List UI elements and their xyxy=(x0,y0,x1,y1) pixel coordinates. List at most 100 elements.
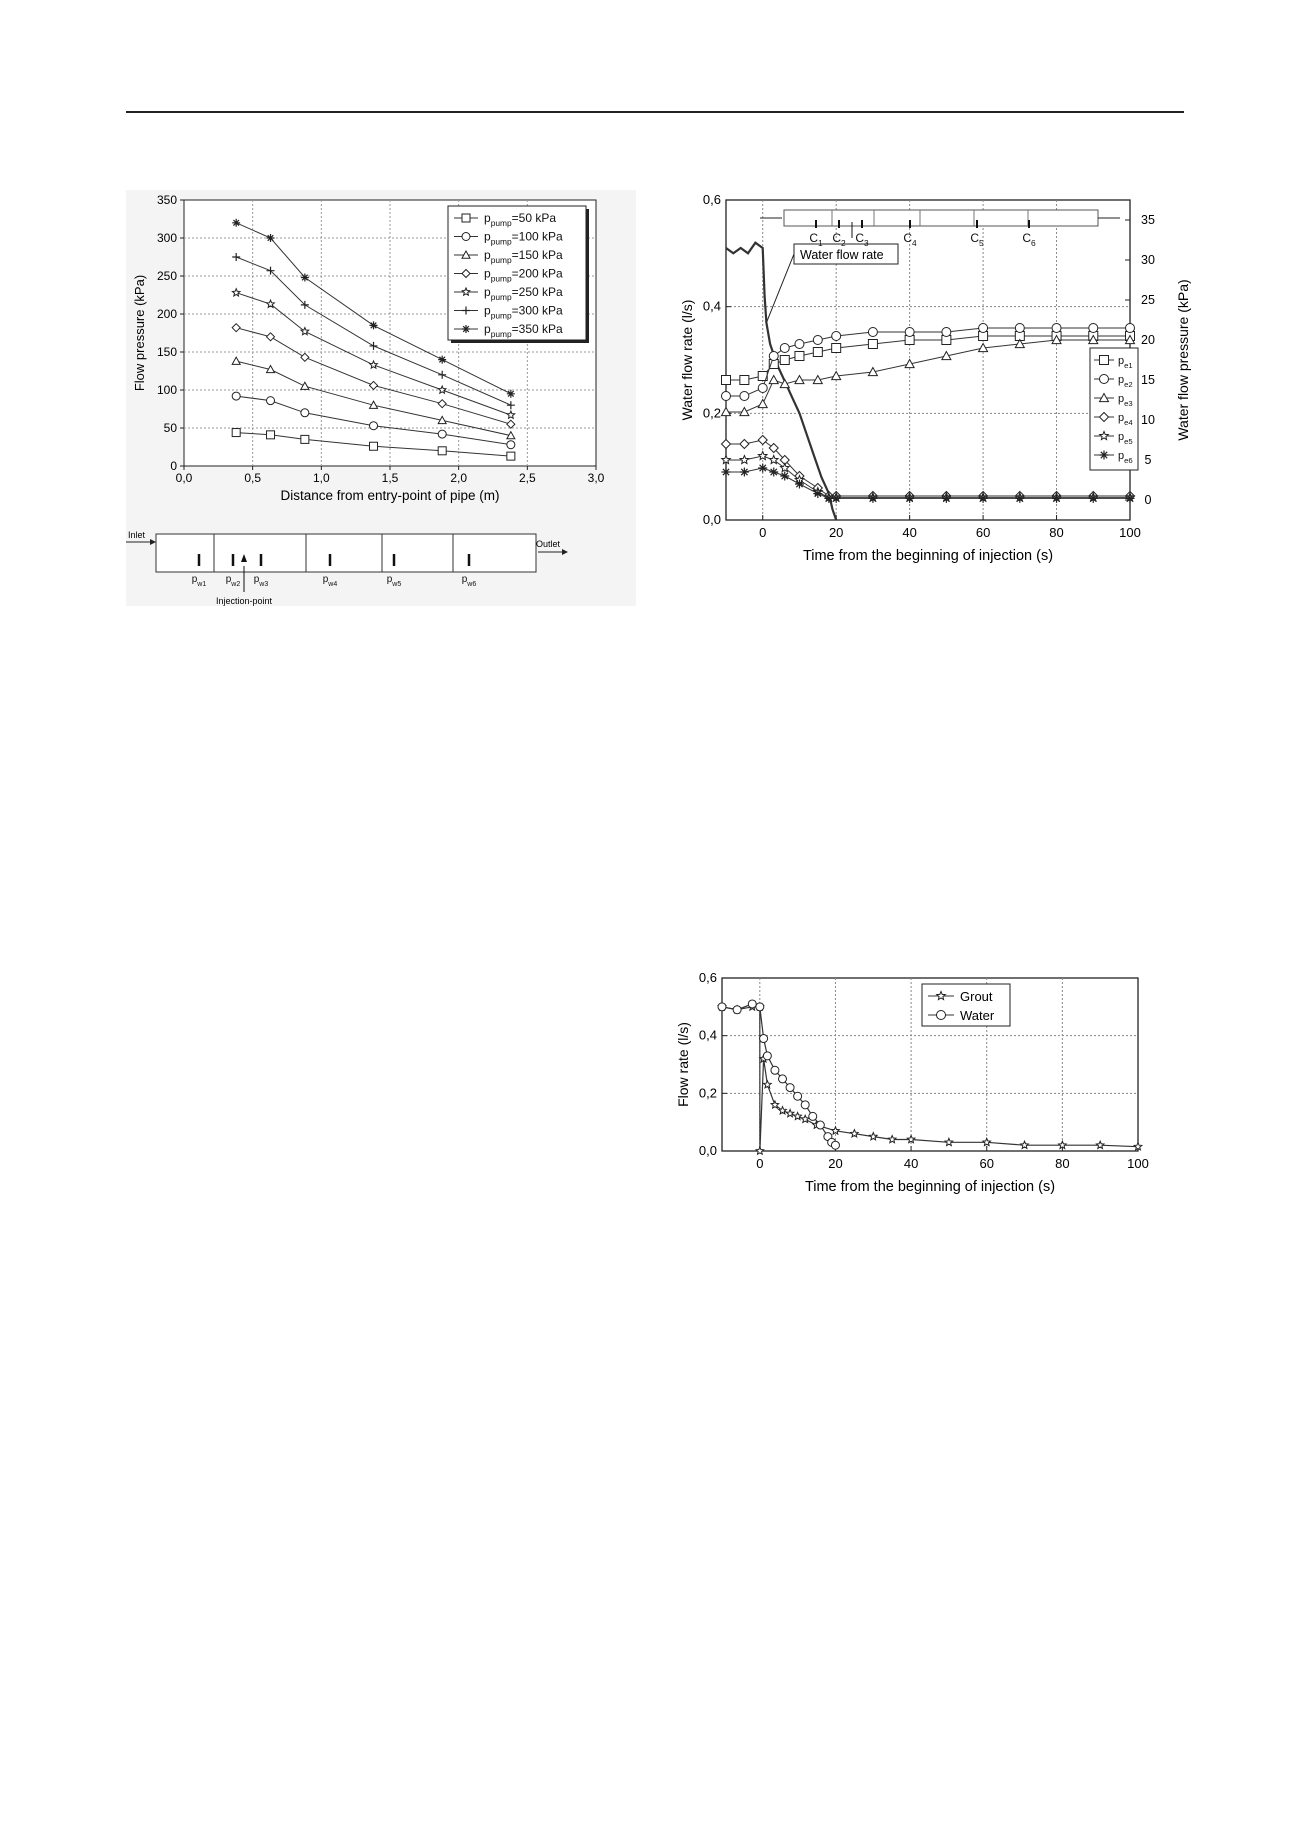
legend-label-5-main: p xyxy=(1118,450,1124,462)
data-point xyxy=(941,493,951,503)
injection-label: Injection-point xyxy=(216,596,273,606)
data-point xyxy=(721,467,731,477)
y-tick-label: 300 xyxy=(157,231,177,245)
legend-marker xyxy=(1098,430,1110,441)
data-point xyxy=(231,356,242,365)
outlet-label: Outlet xyxy=(536,539,561,549)
data-point xyxy=(231,322,241,333)
data-point xyxy=(739,406,750,417)
data-point xyxy=(824,493,834,503)
legend-label-1: pe2 xyxy=(1118,374,1133,389)
legend-label-0: ppump=50 kPa xyxy=(484,211,556,228)
data-point xyxy=(831,493,841,503)
chart-panel-1: 0,0 0,5 1,0 1,5 2,0 2,5 3,0 0 50 100 150 200 250 300 3… xyxy=(126,190,636,606)
x-tick-label: 80 xyxy=(1049,525,1063,540)
data-point xyxy=(506,401,515,410)
data-point xyxy=(755,1002,765,1012)
data-point xyxy=(762,1051,772,1061)
legend-marker xyxy=(461,213,471,223)
x-axis-label: Distance from entry-point of pipe (m) xyxy=(280,488,499,503)
legend-label-2-sub: pump xyxy=(491,255,512,265)
data-point xyxy=(506,419,516,429)
series-line-0 xyxy=(236,432,511,457)
sensor-label-5: pw6 xyxy=(462,574,477,588)
data-point xyxy=(1019,1139,1030,1150)
data-point xyxy=(1015,493,1025,503)
legend-label-2: ppump=150 kPa xyxy=(484,248,563,265)
data-point xyxy=(849,1128,860,1138)
legend-marker xyxy=(461,249,471,259)
data-point xyxy=(769,467,779,477)
segment-label-2-main: C xyxy=(855,231,864,245)
legend-label-5: ppump=300 kPa xyxy=(484,304,563,321)
data-point xyxy=(762,1079,773,1089)
y-tick-label: 100 xyxy=(157,383,177,397)
sensor-label-2: pw3 xyxy=(254,574,269,588)
data-point xyxy=(437,446,447,456)
data-point xyxy=(231,428,241,438)
chart-pressure-distance: 0,0 0,5 1,0 1,5 2,0 2,5 3,0 0 50 100 150 200 250 300 3… xyxy=(126,193,605,606)
data-point xyxy=(868,1131,879,1141)
legend-marker xyxy=(461,286,471,297)
y-tick-label: 0 xyxy=(170,459,177,473)
data-point xyxy=(266,266,275,275)
data-point xyxy=(739,391,750,401)
y-axis-label: Water flow rate (l/s) xyxy=(679,300,695,421)
chart-panel-3: 0 20 40 60 80 100 0,0 0,2 0,4 0,6 Time from the be… xyxy=(672,970,1196,1202)
data-point xyxy=(300,408,310,418)
sensor-label-2-main: p xyxy=(254,574,260,585)
legend-label-1-main: p xyxy=(484,230,491,244)
sensor-label-3: pw4 xyxy=(323,574,338,588)
data-point xyxy=(232,218,241,227)
data-point xyxy=(813,489,823,499)
data-point xyxy=(717,1002,727,1012)
data-point xyxy=(1125,493,1135,503)
x-tick-label: 2,0 xyxy=(450,471,467,485)
legend-label-4-sub: e5 xyxy=(1124,437,1133,446)
legend-label-3-sub: e4 xyxy=(1124,418,1133,427)
data-point xyxy=(768,374,780,385)
data-point xyxy=(266,234,275,242)
data-point xyxy=(1095,1139,1106,1150)
data-point xyxy=(369,421,379,431)
x-tick-label: 80 xyxy=(1055,1156,1069,1171)
data-point xyxy=(904,358,915,369)
data-point xyxy=(438,355,447,364)
y-tick-label: 0,4 xyxy=(699,1028,717,1043)
legend-label-4-main: p xyxy=(1118,431,1124,443)
data-point xyxy=(437,384,448,395)
legend-label-1: Water xyxy=(960,1008,995,1023)
data-point xyxy=(794,479,804,489)
legend-marker xyxy=(1098,392,1110,403)
pipe-schematic xyxy=(155,533,537,573)
legend-marker xyxy=(462,306,470,315)
x-axis-label: Time from the beginning of injection (s) xyxy=(803,548,1053,564)
legend-marker xyxy=(461,232,471,241)
data-point xyxy=(943,1136,954,1147)
injection-arrowhead xyxy=(241,554,247,562)
legend-label-2: pe3 xyxy=(1118,393,1133,408)
segment-label-0: C1 xyxy=(809,231,823,248)
y-axis-label: Flow pressure (kPa) xyxy=(132,275,147,391)
sensor-label-4: pw5 xyxy=(387,574,402,588)
data-point xyxy=(369,341,378,350)
data-point xyxy=(830,1125,841,1136)
legend-label-2-sub: e3 xyxy=(1124,399,1133,408)
x-tick-label: 0 xyxy=(759,525,766,540)
data-point xyxy=(754,1145,765,1156)
data-point xyxy=(1087,334,1099,345)
legend-marker xyxy=(1099,374,1109,384)
legend-marker xyxy=(462,325,470,333)
segment-label-3-sub: 4 xyxy=(912,238,917,248)
data-point xyxy=(506,430,516,440)
data-point xyxy=(505,409,516,420)
data-point xyxy=(785,1108,796,1118)
segment-label-4-main: C xyxy=(970,231,979,245)
data-point xyxy=(299,326,310,336)
data-point xyxy=(812,374,824,385)
data-point xyxy=(830,1140,840,1150)
data-point xyxy=(812,347,823,357)
legend-label-5-rest: =300 kPa xyxy=(512,304,563,318)
data-point xyxy=(867,327,878,337)
chart-water-flow-pressure: 0 20 40 60 80 1000,00,20,40,605101520253035Ti… xyxy=(679,192,1191,564)
